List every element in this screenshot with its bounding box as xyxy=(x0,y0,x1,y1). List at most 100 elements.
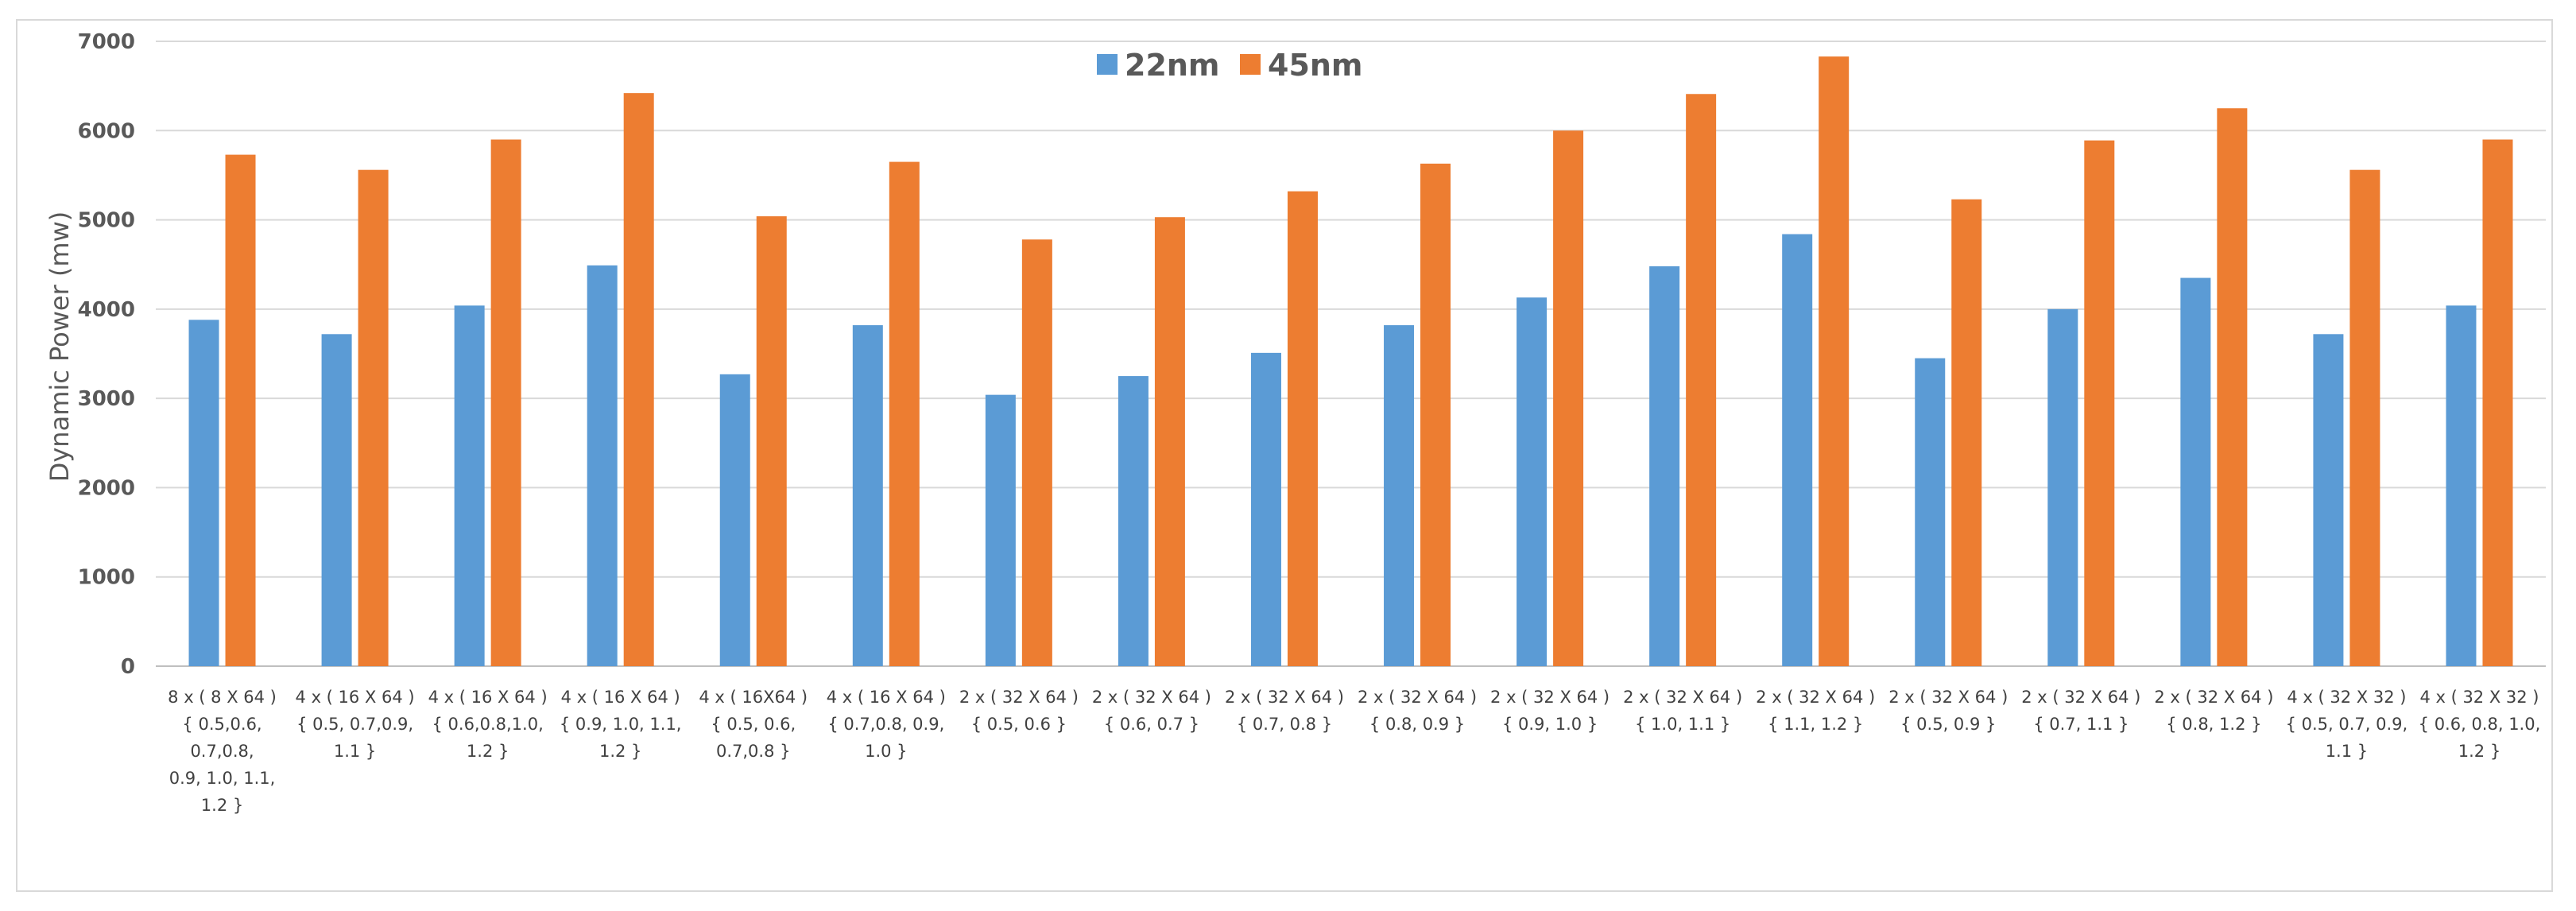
x-tick-label-line: 2 x ( 32 X 64 ) xyxy=(1888,688,2008,707)
x-tick-label-line: { 0.9, 1.0 } xyxy=(1502,715,1598,734)
bar-45nm-6 xyxy=(889,161,920,667)
legend-label-45nm: 45nm xyxy=(1268,48,1363,83)
y-tick-label: 7000 xyxy=(78,30,135,54)
legend-swatch-22nm xyxy=(1097,54,1118,75)
bar-45nm-9 xyxy=(1287,191,1318,666)
y-tick-label: 1000 xyxy=(78,566,135,590)
x-tick-label-line: 2 x ( 32 X 64 ) xyxy=(1092,688,1211,707)
x-tick-label-line: { 1.1, 1.2 } xyxy=(1768,715,1863,734)
bar-22nm-2 xyxy=(321,334,352,666)
bar-45nm-10 xyxy=(1420,163,1451,666)
y-tick-label: 4000 xyxy=(78,298,135,322)
x-tick-label-line: 1.2 } xyxy=(2458,742,2500,761)
bar-22nm-15 xyxy=(2047,308,2078,666)
y-tick-label: 6000 xyxy=(78,119,135,143)
bar-22nm-17 xyxy=(2313,334,2344,666)
x-tick-label-line: 0.7,0.8, xyxy=(190,742,254,761)
x-tick-label-line: { 0.6, 0.8, 1.0, xyxy=(2419,715,2541,734)
bar-22nm-8 xyxy=(1118,376,1149,666)
legend-label-22nm: 22nm xyxy=(1125,48,1220,83)
x-tick-label-line: 1.1 } xyxy=(2326,742,2368,761)
bar-22nm-12 xyxy=(1649,266,1680,666)
x-tick-label-line: 1.0 } xyxy=(865,742,907,761)
x-tick-label-line: { 0.5, 0.7, 0.9, xyxy=(2286,715,2408,734)
x-tick-label-line: { 0.7, 0.8 } xyxy=(1237,715,1332,734)
x-tick-label-line: { 1.0, 1.1 } xyxy=(1635,715,1730,734)
bar-45nm-16 xyxy=(2217,108,2248,666)
x-tick-label-line: 0.7,0.8 } xyxy=(716,742,791,761)
y-tick-label: 3000 xyxy=(78,387,135,411)
bar-45nm-8 xyxy=(1154,217,1185,666)
x-tick-label-line: { 0.7,0.8, 0.9, xyxy=(827,715,944,734)
x-axis-labels: 8 x ( 8 X 64 ) { 0.5,0.6, 0.7,0.8, 0.9, 1.0… xyxy=(168,688,2540,815)
x-tick-label: 8 x ( 8 X 64 ) { 0.5,0.6, 0.7,0.8, 0.9, 1.0… xyxy=(168,688,277,815)
x-tick-label-line: 1.2 } xyxy=(201,796,243,815)
x-tick-label-line: { 0.5, 0.9 } xyxy=(1900,715,1996,734)
bar-22nm-9 xyxy=(1250,352,1281,666)
x-tick-label: 2 x ( 32 X 64 ) { 1.1, 1.2 } xyxy=(1756,688,1875,734)
x-tick-label-line: 2 x ( 32 X 64 ) xyxy=(2154,688,2273,707)
x-tick-label-line: 4 x ( 32 X 32 ) xyxy=(2419,688,2539,707)
x-tick-label: 2 x ( 32 X 64 ) { 0.5, 0.9 } xyxy=(1888,688,2008,734)
bar-22nm-14 xyxy=(1915,358,1946,666)
chart-frame xyxy=(16,19,2553,892)
bar-45nm-1 xyxy=(225,154,256,667)
x-tick-label: 4 x ( 32 X 32 ) { 0.5, 0.7, 0.9, 1.1 } xyxy=(2286,688,2408,761)
x-tick-label: 2 x ( 32 X 64 ) { 0.5, 0.6 } xyxy=(959,688,1079,734)
legend-swatch-45nm xyxy=(1240,54,1261,75)
bar-22nm-5 xyxy=(719,374,750,666)
bar-45nm-7 xyxy=(1021,239,1052,666)
x-tick-label: 2 x ( 32 X 64 ) { 0.7, 0.8 } xyxy=(1225,688,1344,734)
bar-22nm-11 xyxy=(1517,297,1548,666)
bar-22nm-10 xyxy=(1384,325,1415,666)
bar-45nm-11 xyxy=(1553,130,1584,667)
y-tick-label: 0 xyxy=(121,655,135,679)
bar-22nm-4 xyxy=(587,265,618,666)
y-axis-title: Dynamic Power (mw) xyxy=(45,211,75,483)
bar-22nm-18 xyxy=(2446,305,2477,666)
x-tick-label: 4 x ( 16X64 ) { 0.5, 0.6, 0.7,0.8 } xyxy=(699,688,808,761)
x-tick-label-line: 4 x ( 16 X 64 ) xyxy=(561,688,680,707)
x-tick-label-line: { 0.7, 1.1 } xyxy=(2033,715,2129,734)
x-tick-label-line: 4 x ( 16X64 ) xyxy=(699,688,808,707)
x-tick-label: 4 x ( 16 X 64 ) { 0.5, 0.7,0.9, 1.1 } xyxy=(296,688,415,761)
bar-45nm-14 xyxy=(1951,199,1982,666)
x-tick-label: 2 x ( 32 X 64 ) { 0.6, 0.7 } xyxy=(1092,688,1211,734)
x-tick-label-line: 2 x ( 32 X 64 ) xyxy=(959,688,1079,707)
bar-22nm-3 xyxy=(454,305,485,666)
bar-45nm-18 xyxy=(2482,139,2513,666)
gridlines xyxy=(156,41,2546,667)
x-tick-label-line: 2 x ( 32 X 64 ) xyxy=(1225,688,1344,707)
bar-45nm-5 xyxy=(756,216,787,667)
bar-22nm-6 xyxy=(852,325,883,666)
x-tick-label-line: 2 x ( 32 X 64 ) xyxy=(1623,688,1742,707)
x-tick-label-line: 2 x ( 32 X 64 ) xyxy=(1490,688,1610,707)
x-tick-label-line: 2 x ( 32 X 64 ) xyxy=(1358,688,1477,707)
x-tick-label-line: { 0.5, 0.6 } xyxy=(971,715,1067,734)
bar-45nm-13 xyxy=(1819,56,1850,667)
x-tick-label-line: 4 x ( 32 X 32 ) xyxy=(2287,688,2406,707)
x-tick-label-line: { 0.5, 0.6, xyxy=(711,715,796,734)
x-tick-label-line: { 0.8, 0.9 } xyxy=(1369,715,1465,734)
bar-45nm-3 xyxy=(490,139,521,666)
bar-45nm-15 xyxy=(2084,140,2115,666)
y-axis-ticks: 0 1000 2000 3000 4000 5000 6000 7000 xyxy=(78,30,135,679)
legend: 22nm 45nm xyxy=(1097,48,1363,83)
x-tick-label-line: 1.2 } xyxy=(467,742,509,761)
x-tick-label-line: 0.9, 1.0, 1.1, xyxy=(169,769,276,788)
x-tick-label: 2 x ( 32 X 64 ) { 0.8, 1.2 } xyxy=(2154,688,2273,734)
y-tick-label: 2000 xyxy=(78,476,135,500)
bar-22nm-13 xyxy=(1782,234,1813,667)
bar-45nm-17 xyxy=(2349,169,2380,667)
x-tick-label-line: 8 x ( 8 X 64 ) xyxy=(168,688,277,707)
x-tick-label-line: 2 x ( 32 X 64 ) xyxy=(1756,688,1875,707)
y-tick-label: 5000 xyxy=(78,209,135,233)
bars xyxy=(188,56,2513,667)
x-tick-label-line: 4 x ( 16 X 64 ) xyxy=(827,688,946,707)
bar-22nm-7 xyxy=(985,394,1016,666)
x-tick-label: 4 x ( 16 X 64 ) { 0.6,0.8,1.0, 1.2 } xyxy=(428,688,548,761)
bar-22nm-1 xyxy=(188,320,219,666)
x-tick-label: 2 x ( 32 X 64 ) { 0.7, 1.1 } xyxy=(2021,688,2140,734)
x-tick-label: 4 x ( 32 X 32 ) { 0.6, 0.8, 1.0, 1.2 } xyxy=(2419,688,2541,761)
x-tick-label: 2 x ( 32 X 64 ) { 0.8, 0.9 } xyxy=(1358,688,1477,734)
